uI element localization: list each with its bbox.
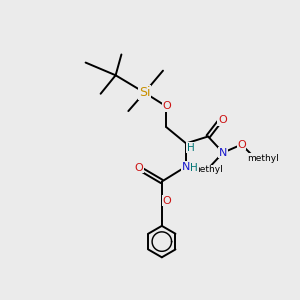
Text: N: N xyxy=(219,148,227,158)
Text: methyl: methyl xyxy=(191,166,223,175)
Text: O: O xyxy=(162,101,171,112)
Text: Si: Si xyxy=(139,86,150,99)
Text: O: O xyxy=(162,196,171,206)
Text: methyl: methyl xyxy=(248,154,279,163)
Text: H: H xyxy=(187,142,195,153)
Text: H: H xyxy=(190,163,198,173)
Text: O: O xyxy=(237,140,246,150)
Text: N: N xyxy=(182,161,190,172)
Text: O: O xyxy=(218,115,227,125)
Text: O: O xyxy=(134,163,143,173)
